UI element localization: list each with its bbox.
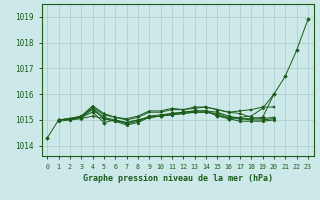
X-axis label: Graphe pression niveau de la mer (hPa): Graphe pression niveau de la mer (hPa) [83, 174, 273, 183]
